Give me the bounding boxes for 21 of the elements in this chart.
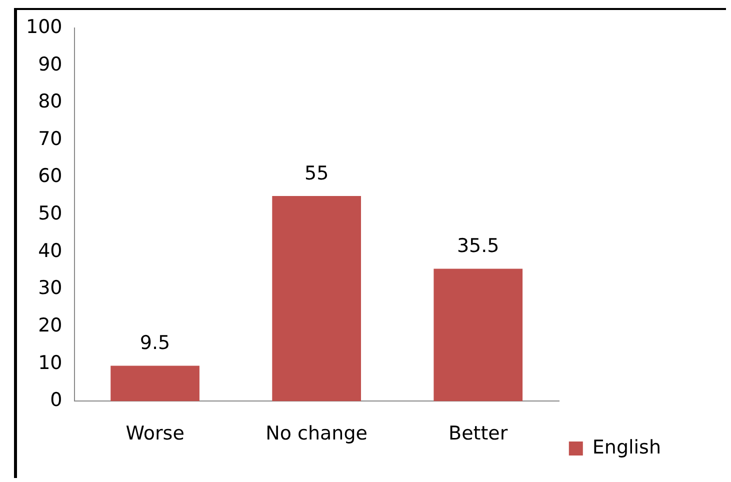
bar — [272, 196, 362, 402]
y-tick-label: 100 — [26, 16, 62, 38]
y-tick-label: 30 — [38, 277, 62, 300]
y-tick-label: 10 — [38, 352, 62, 374]
bar — [434, 268, 523, 402]
bar — [110, 366, 200, 402]
data-label: 9.5 — [140, 332, 170, 354]
y-tick-label: 20 — [38, 314, 62, 336]
y-tick-label: 70 — [38, 128, 62, 150]
x-tick-label: No change — [266, 422, 368, 445]
data-label: 55 — [304, 162, 329, 184]
y-tick-label: 60 — [38, 165, 62, 188]
y-tick-label: 40 — [38, 240, 62, 262]
y-tick-label: 0 — [50, 389, 62, 412]
legend-label: English — [592, 436, 662, 458]
y-tick-label: 80 — [38, 90, 62, 113]
data-label: 35.5 — [456, 235, 500, 258]
y-tick-label: 90 — [38, 53, 62, 76]
x-tick-label: Better — [448, 422, 508, 445]
x-tick-label: Worse — [126, 422, 184, 445]
y-tick-label: 50 — [38, 202, 62, 225]
